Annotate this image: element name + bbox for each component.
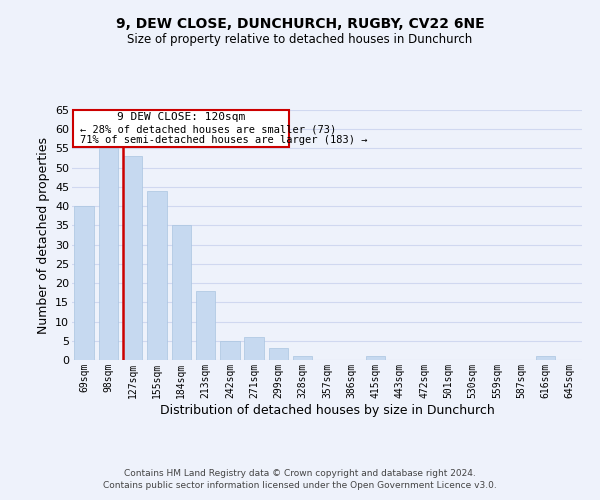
Bar [99, 148, 118, 360]
Bar [172, 226, 191, 360]
Bar [74, 206, 94, 360]
Text: 71% of semi-detached houses are larger (183) →: 71% of semi-detached houses are larger (… [80, 135, 368, 145]
Bar [220, 341, 239, 360]
Text: ← 28% of detached houses are smaller (73): ← 28% of detached houses are smaller (73… [80, 124, 337, 134]
Bar [293, 356, 313, 360]
Bar [196, 291, 215, 360]
Text: Size of property relative to detached houses in Dunchurch: Size of property relative to detached ho… [127, 32, 473, 46]
Text: Contains HM Land Registry data © Crown copyright and database right 2024.: Contains HM Land Registry data © Crown c… [124, 468, 476, 477]
FancyBboxPatch shape [73, 110, 289, 146]
Text: 9 DEW CLOSE: 120sqm: 9 DEW CLOSE: 120sqm [117, 112, 245, 122]
Bar [269, 348, 288, 360]
Y-axis label: Number of detached properties: Number of detached properties [37, 136, 50, 334]
Bar [244, 337, 264, 360]
Bar [147, 191, 167, 360]
Bar [366, 356, 385, 360]
Bar [123, 156, 142, 360]
Text: 9, DEW CLOSE, DUNCHURCH, RUGBY, CV22 6NE: 9, DEW CLOSE, DUNCHURCH, RUGBY, CV22 6NE [116, 18, 484, 32]
Bar [536, 356, 555, 360]
X-axis label: Distribution of detached houses by size in Dunchurch: Distribution of detached houses by size … [160, 404, 494, 416]
Text: Contains public sector information licensed under the Open Government Licence v3: Contains public sector information licen… [103, 481, 497, 490]
